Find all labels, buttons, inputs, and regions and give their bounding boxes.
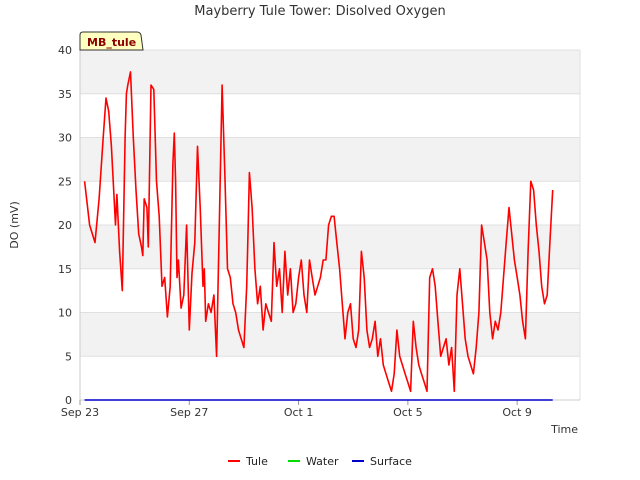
y-tick-label: 30 — [58, 132, 72, 145]
y-axis-title: DO (mV) — [8, 201, 21, 248]
y-tick-label: 5 — [65, 350, 72, 363]
plot-background — [80, 50, 580, 400]
plot-band — [80, 93, 580, 138]
legend-label-surface: Surface — [370, 455, 412, 468]
y-tick-label: 0 — [65, 394, 72, 407]
plot-band — [80, 137, 580, 182]
y-tick-label: 10 — [58, 307, 72, 320]
legend-label-water: Water — [306, 455, 339, 468]
series-line-tule — [83, 71, 554, 393]
y-axis-ticks: 0 5 10 15 20 25 30 35 40 — [58, 44, 72, 407]
plot-band — [80, 225, 580, 269]
x-tick-label: Sep 27 — [170, 406, 208, 419]
legend-label-tule: Tule — [245, 455, 268, 468]
x-tick-label: Oct 5 — [393, 406, 423, 419]
x-tick-label: Oct 9 — [502, 406, 532, 419]
site-label: MB_tule — [87, 36, 136, 49]
x-axis-title: Time — [550, 423, 578, 436]
site-label-badge: MB_tule — [79, 31, 144, 51]
plot-band — [80, 268, 580, 313]
y-tick-label: 15 — [58, 263, 72, 276]
plot-band — [80, 50, 580, 94]
y-tick-label: 35 — [58, 88, 72, 101]
plot-band — [80, 312, 580, 357]
x-axis-ticks: Sep 23 Sep 27 Oct 1 Oct 5 Oct 9 — [61, 400, 532, 419]
plot-band — [80, 356, 580, 400]
plot-band — [80, 181, 580, 225]
chart-title: Mayberry Tule Tower: Disolved Oxygen — [194, 4, 445, 19]
series-layer — [83, 71, 554, 401]
y-tick-label: 40 — [58, 44, 72, 57]
legend: Tule Water Surface — [228, 455, 412, 468]
x-tick-label: Oct 1 — [284, 406, 314, 419]
y-tick-label: 25 — [58, 175, 72, 188]
y-tick-label: 20 — [58, 219, 72, 232]
x-tick-label: Sep 23 — [61, 406, 99, 419]
